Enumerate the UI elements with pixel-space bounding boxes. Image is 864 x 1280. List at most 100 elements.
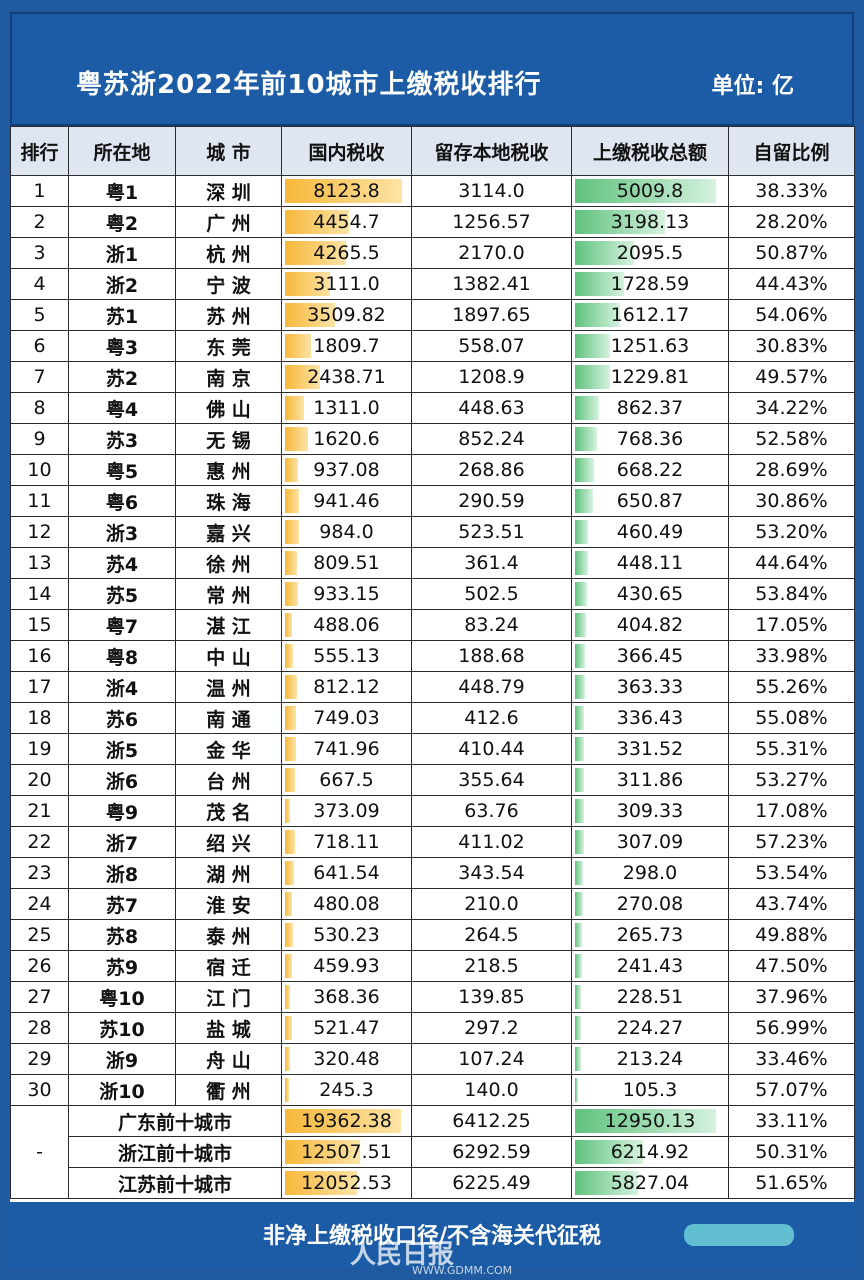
province-cell: 苏10 [68,1012,176,1044]
table-row: 30 浙10 衢 州 245.3 140.0 105.3 57.07% [10,1074,855,1106]
domestic-tax-cell-bar [285,396,304,420]
remitted-total-cell: 1229.81 [571,361,729,393]
rank-cell: 22 [10,826,69,858]
domestic-tax-cell-value: 3509.82 [307,304,386,326]
city-cell: 江 门 [175,981,282,1013]
domestic-tax-cell-bar [285,582,299,606]
remitted-total-cell-bar [575,334,611,358]
rank-cell: 26 [10,950,69,982]
remitted-total-cell: 668.22 [571,454,729,486]
province-cell: 浙2 [68,268,176,300]
remitted-total-cell-bar [575,799,584,823]
domestic-tax-cell-bar [285,1078,289,1102]
domestic-tax-cell: 368.36 [281,981,412,1013]
rank-cell: 4 [10,268,69,300]
city-cell: 茂 名 [175,795,282,827]
city-cell: 湛 江 [175,609,282,641]
domestic-tax-cell: 3509.82 [281,299,412,331]
local-retained-cell: 558.07 [411,330,572,362]
city-cell: 东 莞 [175,330,282,362]
rank-cell: 13 [10,547,69,579]
summary-row: 浙江前十城市 12507.51 6292.59 6214.92 50.31% [11,1136,855,1168]
table-row: 3 浙1 杭 州 4265.5 2170.0 2095.5 50.87% [10,237,855,269]
domestic-tax-cell-value: 937.08 [313,459,380,481]
domestic-tax-cell: 521.47 [281,1012,412,1044]
rank-cell: 2 [10,206,69,238]
local-retained-cell: 1256.57 [411,206,572,238]
city-cell: 珠 海 [175,485,282,517]
remitted-total-cell-bar [575,551,588,575]
retention-ratio-cell: 55.31% [728,733,855,765]
footer-note: 非净上缴税收口径/不含海关代征税 [262,1224,602,1249]
table-row: 28 苏10 盐 城 521.47 297.2 224.27 56.99% [10,1012,855,1044]
remitted-total-cell-value: 298.0 [622,862,678,884]
domestic-tax-cell: 941.46 [281,485,412,517]
retention-ratio-cell: 56.99% [728,1012,855,1044]
city-cell: 衢 州 [175,1074,282,1106]
remitted-total-cell: 650.87 [571,485,729,517]
col-header-domestic-tax: 国内税收 [281,126,412,176]
rank-cell: 17 [10,671,69,703]
remitted-total-cell-bar [575,520,588,544]
local-retained-cell: 852.24 [411,423,572,455]
col-header-city: 城 市 [175,126,282,176]
redaction-smudge [684,1224,794,1246]
domestic-tax-cell-bar [285,613,292,637]
retention-ratio-cell: 54.06% [728,299,855,331]
remitted-total-cell: 3198.13 [571,206,729,238]
rank-cell: 29 [10,1043,69,1075]
summary-domestic-cell-value: 19362.38 [301,1110,392,1132]
domestic-tax-cell-bar [285,520,300,544]
domestic-tax-cell-value: 1809.7 [313,335,380,357]
remitted-total-cell-bar [575,830,584,854]
domestic-tax-cell-value: 320.48 [313,1048,380,1070]
remitted-total-cell-bar [575,675,586,699]
domestic-tax-cell: 937.08 [281,454,412,486]
watermark-url: WWW.GDMM.COM [412,1264,513,1277]
local-retained-cell: 448.79 [411,671,572,703]
remitted-total-cell: 366.45 [571,640,729,672]
col-header-rank: 排行 [10,126,69,176]
domestic-tax-cell-bar [285,706,296,730]
rank-cell: 19 [10,733,69,765]
local-retained-cell: 188.68 [411,640,572,672]
city-cell: 绍 兴 [175,826,282,858]
remitted-total-cell-bar [575,489,594,513]
summary-domestic-cell-bar [285,1171,358,1195]
retention-ratio-cell: 47.50% [728,950,855,982]
domestic-tax-cell-bar [285,768,295,792]
province-cell: 苏9 [68,950,176,982]
domestic-tax-cell-bar [285,427,309,451]
rank-cell: 21 [10,795,69,827]
summary-rank-cell: - [10,1105,69,1199]
summary-remitted-cell-value: 5827.04 [610,1172,690,1194]
domestic-tax-cell-bar [285,861,295,885]
retention-ratio-cell: 30.86% [728,485,855,517]
remitted-total-cell-bar [575,1078,578,1102]
remitted-total-cell-bar [575,303,621,327]
remitted-total-cell-bar [575,985,582,1009]
summary-remitted-cell: 12950.13 [571,1105,729,1137]
summary-row: - 广东前十城市 19362.38 6412.25 12950.13 33.11% [10,1105,855,1199]
summary-domestic-cell: 12507.51 [281,1136,412,1168]
remitted-total-cell-bar [575,427,597,451]
table-row: 12 浙3 嘉 兴 984.0 523.51 460.49 53.20% [10,516,855,548]
retention-ratio-cell: 37.96% [728,981,855,1013]
local-retained-cell: 410.44 [411,733,572,765]
domestic-tax-cell-value: 741.96 [313,738,380,760]
domestic-tax-cell-value: 480.08 [313,893,380,915]
rank-cell: 1 [10,175,69,207]
summary-domestic-cell-bar [285,1109,402,1133]
remitted-total-cell-value: 336.43 [616,707,684,729]
domestic-tax-cell-bar [285,489,299,513]
domestic-tax-cell-value: 1311.0 [313,397,380,419]
domestic-tax-cell-bar [285,644,293,668]
domestic-tax-cell-bar [285,334,311,358]
local-retained-cell: 2170.0 [411,237,572,269]
domestic-tax-cell: 8123.8 [281,175,412,207]
summary-ratio-cell: 50.31% [728,1136,855,1168]
retention-ratio-cell: 53.84% [728,578,855,610]
province-cell: 粤10 [68,981,176,1013]
domestic-tax-cell: 488.06 [281,609,412,641]
city-cell: 宁 波 [175,268,282,300]
